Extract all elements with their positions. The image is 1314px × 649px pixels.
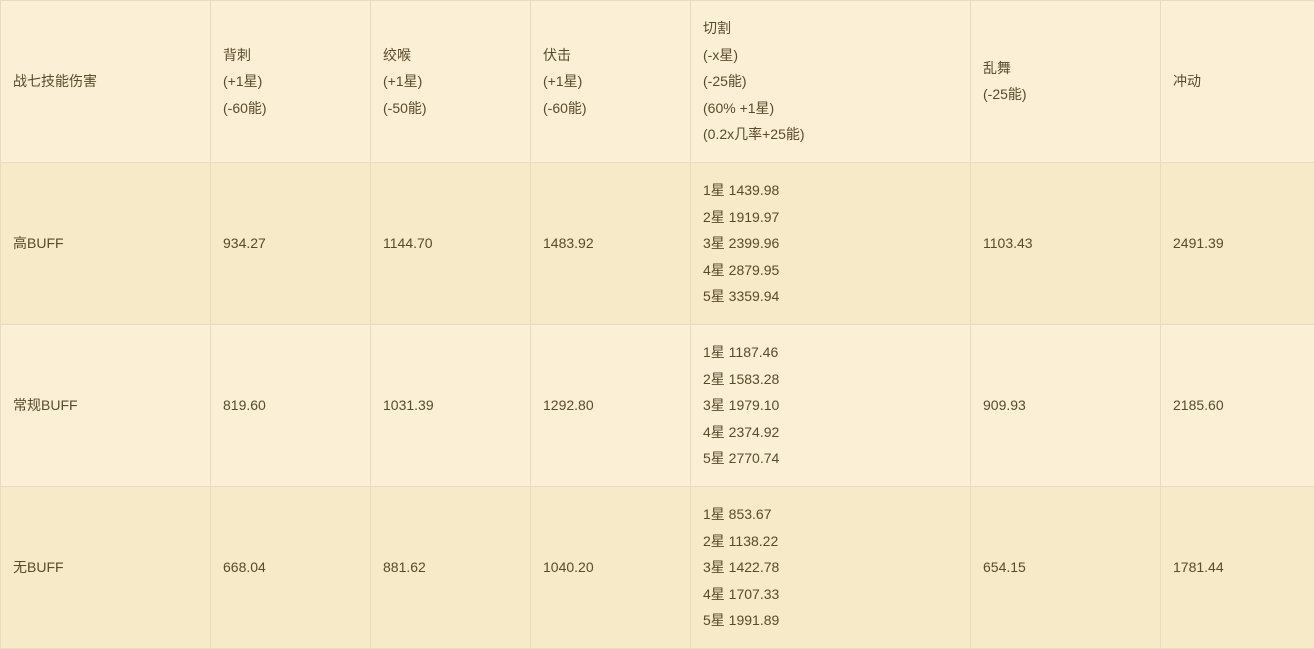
cell-value: 668.04 bbox=[211, 486, 371, 648]
cell-value: 1星 1439.982星 1919.973星 2399.964星 2879.95… bbox=[691, 162, 971, 324]
cell-value: 1781.44 bbox=[1161, 486, 1314, 648]
header-cell-jiaohou: 绞喉(+1星)(-50能) bbox=[371, 1, 531, 163]
header-cell-chongdong: 冲动 bbox=[1161, 1, 1314, 163]
header-cell-beici: 背刺(+1星)(-60能) bbox=[211, 1, 371, 163]
cell-value: 1星 853.672星 1138.223星 1422.784星 1707.335… bbox=[691, 486, 971, 648]
cell-value: 1040.20 bbox=[531, 486, 691, 648]
cell-value: 909.93 bbox=[971, 324, 1161, 486]
header-cell-luanwu: 乱舞(-25能) bbox=[971, 1, 1161, 163]
cell-value: 1144.70 bbox=[371, 162, 531, 324]
cell-value: 2491.39 bbox=[1161, 162, 1314, 324]
table-row: 常规BUFF 819.60 1031.39 1292.80 1星 1187.46… bbox=[1, 324, 1314, 486]
cell-value: 1031.39 bbox=[371, 324, 531, 486]
row-label: 高BUFF bbox=[1, 162, 211, 324]
cell-value: 1483.92 bbox=[531, 162, 691, 324]
cell-value: 819.60 bbox=[211, 324, 371, 486]
skill-damage-table: 战七技能伤害 背刺(+1星)(-60能) 绞喉(+1星)(-50能) 伏击(+1… bbox=[0, 0, 1314, 649]
table-row: 高BUFF 934.27 1144.70 1483.92 1星 1439.982… bbox=[1, 162, 1314, 324]
header-cell-rowlabel: 战七技能伤害 bbox=[1, 1, 211, 163]
cell-value: 1星 1187.462星 1583.283星 1979.104星 2374.92… bbox=[691, 324, 971, 486]
cell-value: 1103.43 bbox=[971, 162, 1161, 324]
cell-value: 654.15 bbox=[971, 486, 1161, 648]
cell-value: 2185.60 bbox=[1161, 324, 1314, 486]
row-label: 常规BUFF bbox=[1, 324, 211, 486]
cell-value: 1292.80 bbox=[531, 324, 691, 486]
table-body: 战七技能伤害 背刺(+1星)(-60能) 绞喉(+1星)(-50能) 伏击(+1… bbox=[1, 1, 1314, 649]
cell-value: 881.62 bbox=[371, 486, 531, 648]
cell-value: 934.27 bbox=[211, 162, 371, 324]
row-label: 无BUFF bbox=[1, 486, 211, 648]
header-cell-fuji: 伏击(+1星)(-60能) bbox=[531, 1, 691, 163]
header-cell-qiege: 切割(-x星)(-25能)(60% +1星)(0.2x几率+25能) bbox=[691, 1, 971, 163]
table-header-row: 战七技能伤害 背刺(+1星)(-60能) 绞喉(+1星)(-50能) 伏击(+1… bbox=[1, 1, 1314, 163]
table-row: 无BUFF 668.04 881.62 1040.20 1星 853.672星 … bbox=[1, 486, 1314, 648]
